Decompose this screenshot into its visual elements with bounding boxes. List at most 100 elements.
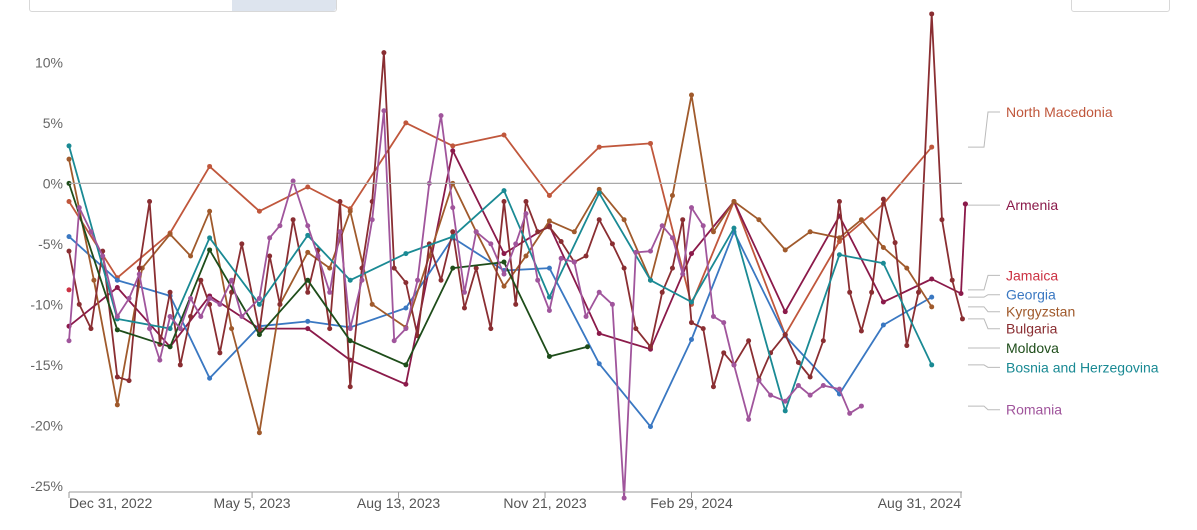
data-point [880,245,886,251]
data-point [836,199,842,205]
data-point [488,241,494,247]
data-point [229,277,235,283]
data-point [535,277,541,283]
legend-connector [968,274,1000,291]
data-point [880,299,886,305]
data-point [369,301,375,307]
data-point [731,225,737,231]
y-tick-label: 0% [43,175,63,191]
data-point [880,196,886,202]
data-point [609,301,615,307]
legend-connector [968,294,1000,298]
data-point [680,217,686,223]
data-point [768,392,774,398]
data-point [892,240,898,246]
toolbar-selected-segment[interactable] [232,0,336,11]
top-toolbar-left[interactable] [29,0,337,12]
data-point [305,326,311,332]
data-point [473,229,479,235]
data-point [114,402,120,408]
data-point [66,338,72,344]
data-point [66,199,72,205]
data-point [157,357,163,363]
data-point [710,384,716,390]
legend-label: Bulgaria [1006,321,1058,337]
data-point [177,326,183,332]
data-point [198,277,204,283]
data-point [256,430,262,436]
data-point [337,199,343,205]
legend-connector [968,318,1000,330]
legend-connector [968,364,1000,368]
data-point [403,251,409,257]
x-tick-label: Aug 31, 2024 [878,495,962,511]
data-point [327,265,333,271]
legend-label: Romania [1006,402,1062,418]
data-point [450,265,456,271]
axes: 10% 5% 0% -5% -10% -15% -20% -25% Dec 31, 2022 Ma… [30,54,962,511]
series-line [68,12,964,388]
data-point [782,398,788,404]
data-point [782,332,788,338]
data-point [347,338,353,344]
data-point [450,148,456,154]
y-tick-label: -15% [30,357,63,373]
data-point [647,140,653,146]
data-point [858,403,864,409]
data-point [721,350,727,356]
data-point [858,328,864,334]
legend-connector [968,111,1000,148]
data-point [147,199,153,205]
data-point [167,344,173,350]
data-point [177,362,183,368]
data-point [958,291,964,297]
data-point [596,190,602,196]
data-point [290,178,296,184]
series-line [68,149,962,386]
data-point [929,304,935,310]
data-point [267,235,273,241]
data-point [347,384,353,390]
data-point [700,326,706,332]
data-point [807,229,813,235]
data-point [76,301,82,307]
data-point [450,229,456,235]
legend-connector [968,306,1000,313]
data-point [315,253,321,259]
data-point [114,277,120,283]
data-point [688,320,694,326]
data-point [523,253,529,259]
data-point [66,234,72,240]
data-point [546,224,552,230]
data-point [167,326,173,332]
x-tick-label: Dec 31, 2022 [69,495,152,511]
data-point [327,326,333,332]
data-point [546,192,552,198]
data-point [959,316,965,322]
data-point [647,344,653,350]
data-point [523,199,529,205]
data-point [391,338,397,344]
data-point [659,289,665,295]
data-point [229,326,235,332]
data-point [147,326,153,332]
data-point [305,232,311,238]
data-point [91,277,97,283]
data-point [403,305,409,311]
data-point [381,108,387,114]
data-point [782,408,788,414]
legend-label: North Macedonia [1006,104,1113,120]
data-point [633,326,639,332]
data-point [239,241,245,247]
data-point [710,314,716,320]
data-point [929,11,935,17]
top-toolbar-right[interactable] [1071,0,1170,12]
data-point [126,295,132,301]
data-point [700,223,706,229]
data-point [782,247,788,253]
series-line-extension [960,203,967,294]
data-point [198,314,204,320]
data-point [596,186,602,192]
data-point [337,229,343,235]
